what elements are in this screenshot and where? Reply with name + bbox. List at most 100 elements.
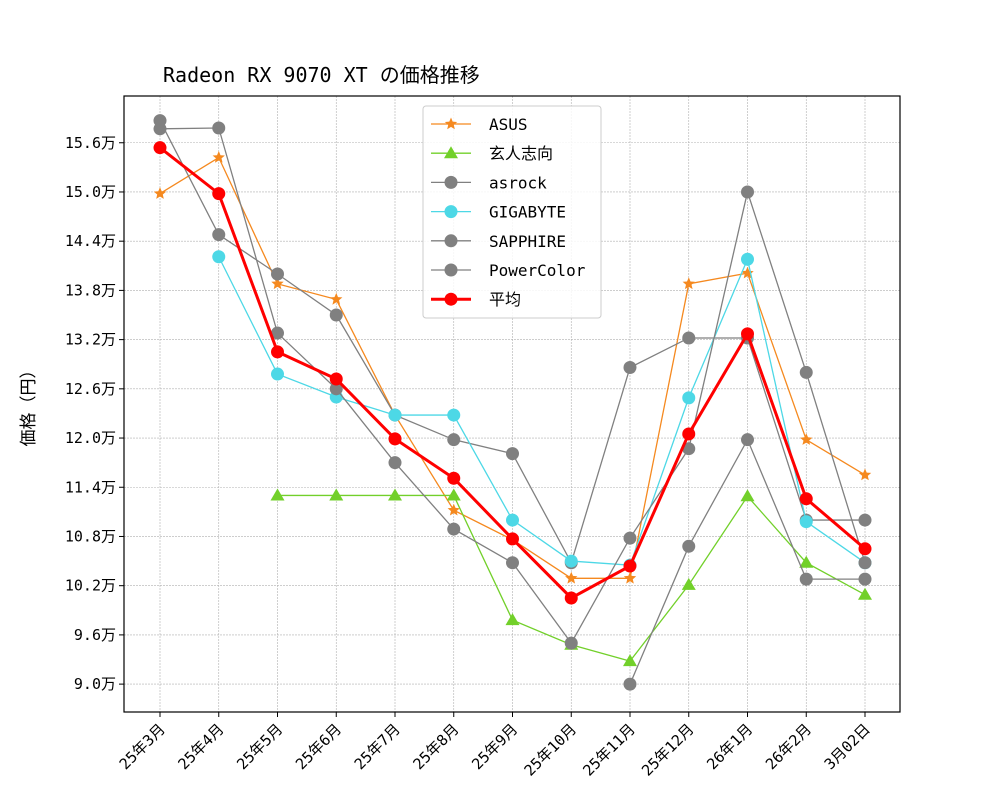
x-tick-label: 25年8月	[409, 720, 462, 773]
legend: ASUS 玄人志向 asrock GIGABYTE SAPPHIRE PowerColor…	[422, 105, 602, 319]
y-tick-label: 15.6万	[65, 134, 116, 152]
x-tick-label: 25年12月	[638, 720, 697, 779]
data-point	[329, 308, 343, 322]
data-point	[329, 382, 343, 396]
data-point	[799, 572, 813, 586]
data-point	[447, 433, 461, 447]
data-point	[212, 121, 226, 135]
data-point	[858, 556, 872, 570]
data-point	[270, 488, 285, 501]
x-tick-label: 25年5月	[233, 720, 286, 773]
data-point	[212, 250, 226, 264]
data-point	[447, 503, 460, 516]
data-point	[564, 636, 578, 650]
data-point	[388, 488, 402, 501]
data-point	[858, 587, 872, 600]
legend-label: asrock	[489, 173, 547, 192]
data-point	[682, 539, 696, 553]
y-tick-label: 9.6万	[74, 626, 116, 644]
data-point	[271, 345, 284, 359]
x-tick-label: 25年10月	[521, 720, 580, 779]
data-point	[564, 591, 578, 605]
x-tick-label: 25年11月	[579, 720, 638, 779]
data-point	[682, 331, 696, 345]
data-point	[506, 532, 519, 546]
series-powercolor	[623, 433, 872, 691]
legend-marker	[444, 263, 458, 277]
data-point	[212, 228, 226, 242]
data-point	[623, 531, 637, 545]
x-tick-label: 3月02日	[821, 720, 874, 773]
y-tick-label: 12.6万	[65, 380, 116, 398]
x-tick-label: 25年4月	[174, 720, 227, 773]
data-point	[799, 555, 814, 568]
data-point	[741, 433, 754, 447]
legend-entry: PowerColor	[431, 261, 586, 280]
data-point	[623, 360, 637, 374]
data-point	[271, 326, 284, 340]
data-point	[740, 489, 755, 502]
y-tick-label: 12.0万	[65, 429, 116, 447]
legend-entry: GIGABYTE	[431, 203, 566, 222]
legend-label: ASUS	[489, 115, 528, 134]
data-point	[682, 442, 696, 456]
data-point	[388, 408, 402, 422]
series-series-6	[153, 141, 872, 605]
y-tick-label: 9.0万	[74, 675, 116, 693]
data-point	[799, 492, 813, 506]
data-point	[506, 556, 519, 570]
data-point	[271, 267, 284, 281]
data-point	[388, 456, 402, 470]
data-point	[623, 677, 637, 691]
y-tick-label: 11.4万	[65, 478, 116, 496]
legend-marker	[444, 175, 458, 189]
legend-label: SAPPHIRE	[489, 232, 566, 251]
legend-entry: 平均	[431, 290, 521, 309]
data-point	[623, 559, 637, 573]
data-point	[682, 391, 696, 405]
data-point	[565, 571, 578, 584]
series-line	[218, 256, 866, 566]
x-tick-label: 25年6月	[292, 720, 345, 773]
y-tick-label: 14.4万	[65, 232, 116, 250]
y-axis-label: 価格（円）	[19, 362, 39, 447]
data-point	[858, 513, 872, 527]
data-point	[858, 572, 872, 586]
data-point	[505, 613, 520, 626]
legend-label: PowerColor	[489, 261, 586, 280]
legend-marker	[444, 292, 458, 306]
legend-label: GIGABYTE	[489, 203, 566, 222]
data-point	[330, 292, 343, 305]
x-tick-label: 26年2月	[762, 720, 815, 773]
legend-entry: asrock	[431, 173, 547, 192]
legend-entry: ASUS	[431, 115, 528, 134]
data-point	[212, 187, 226, 201]
chart-title: Radeon RX 9070 XT の価格推移	[163, 63, 480, 87]
legend-marker	[444, 117, 458, 130]
y-tick-label: 10.2万	[65, 577, 116, 595]
series-sapphire	[153, 121, 872, 650]
x-tick-label: 25年9月	[468, 720, 521, 773]
legend-label: 玄人志向	[489, 144, 553, 163]
legend-label: 平均	[489, 290, 521, 309]
data-point	[271, 277, 284, 290]
data-point	[153, 122, 167, 136]
y-tick-label: 13.2万	[65, 331, 116, 349]
legend-entry: 玄人志向	[431, 144, 553, 163]
legend-box	[422, 105, 602, 319]
legend-entry: SAPPHIRE	[431, 232, 566, 251]
data-point	[447, 522, 461, 536]
data-point	[858, 542, 872, 556]
data-point	[329, 488, 344, 501]
data-point	[799, 515, 813, 529]
x-tick-label: 26年1月	[703, 720, 756, 773]
data-point	[800, 433, 813, 445]
data-point	[506, 447, 519, 461]
data-point	[446, 488, 461, 501]
x-tick-label: 25年3月	[116, 720, 169, 773]
legend-marker	[444, 234, 458, 248]
legend-marker	[444, 205, 458, 219]
data-point	[447, 471, 461, 485]
data-point	[153, 187, 167, 199]
